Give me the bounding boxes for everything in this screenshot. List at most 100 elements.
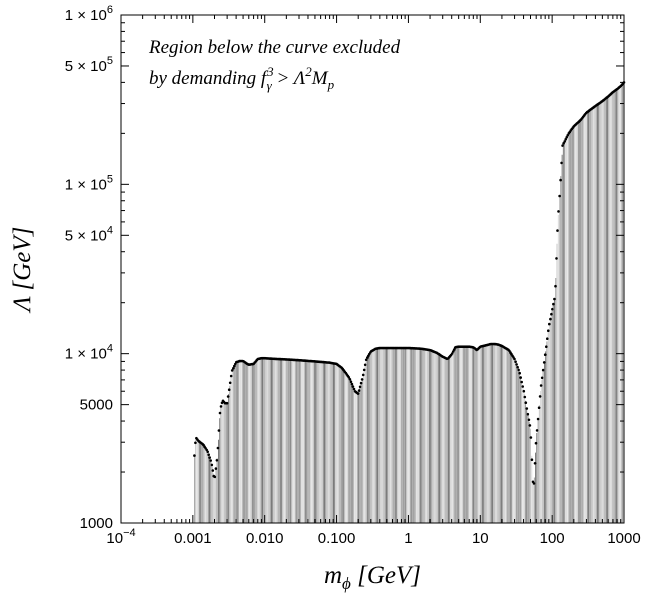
data-point	[233, 364, 236, 368]
data-point	[352, 387, 356, 391]
data-point	[194, 441, 197, 445]
annotation-mid: > Λ	[272, 68, 306, 89]
data-point	[546, 337, 549, 341]
annotation-sub-1: γ	[267, 78, 273, 93]
x-axis-title-main: m	[324, 562, 342, 589]
data-point	[226, 395, 230, 398]
data-point	[562, 142, 565, 145]
data-point	[356, 392, 360, 395]
x-tick-label: 0.010	[246, 530, 284, 547]
x-axis-title: mϕ [GeV]	[324, 562, 421, 593]
annotation-prefix: by demanding f	[149, 68, 269, 89]
y-tick-exp: 5	[107, 173, 113, 185]
data-point	[538, 395, 542, 398]
y-tick-label: 1 × 104	[65, 343, 113, 363]
data-point	[206, 450, 209, 454]
x-axis-title-sub: ϕ	[342, 574, 351, 593]
y-tick-label: 5000	[80, 397, 113, 414]
data-point	[547, 329, 550, 333]
data-point	[526, 412, 530, 416]
data-point	[363, 363, 367, 367]
data-point	[232, 367, 235, 370]
data-point	[514, 360, 517, 364]
data-point	[228, 381, 232, 385]
y-tick-exp: 5	[107, 55, 113, 67]
data-point	[229, 374, 233, 378]
excluded-region-fill	[193, 82, 625, 523]
data-point	[350, 382, 354, 386]
data-point	[360, 378, 364, 381]
data-point	[530, 458, 534, 462]
annotation-sub-2: p	[327, 77, 335, 92]
y-tick-label: 5 × 105	[65, 55, 113, 75]
data-point	[564, 138, 567, 141]
x-tick-label: 10	[472, 530, 489, 547]
y-tick-mant: 1 × 10	[65, 176, 107, 193]
annotation-line-2: by demanding f3 γ > Λ2Mp	[149, 64, 335, 93]
axis-ticks	[120, 14, 625, 524]
data-point	[533, 462, 537, 465]
curve-points	[193, 81, 626, 485]
data-point	[525, 407, 529, 410]
data-point	[516, 365, 519, 369]
data-point	[550, 312, 553, 316]
data-point	[217, 429, 221, 432]
data-point	[357, 389, 361, 392]
data-point	[347, 376, 351, 379]
data-point	[208, 456, 211, 459]
data-point	[556, 229, 559, 232]
data-point	[213, 475, 217, 479]
data-point	[539, 384, 543, 387]
data-point	[210, 463, 214, 467]
plot-frame	[120, 14, 625, 524]
x-tick-label: 10−4	[106, 527, 135, 547]
data-point	[532, 482, 536, 485]
y-tick-mant: 5 × 10	[65, 227, 107, 244]
data-point	[558, 194, 561, 198]
data-point	[534, 441, 538, 445]
data-point	[553, 297, 556, 301]
x-axis-title-unit: [GeV]	[351, 562, 421, 589]
data-point	[361, 373, 365, 377]
annotation-sup-1: 3	[266, 64, 274, 79]
data-point	[524, 401, 528, 405]
annotation-M: M	[311, 68, 329, 89]
data-point	[535, 429, 539, 432]
x-tick-label: 100	[540, 530, 565, 547]
data-point	[351, 385, 355, 388]
x-tick-label: 1	[404, 530, 412, 547]
y-tick-exp: 4	[107, 224, 113, 236]
data-point	[348, 378, 352, 381]
data-point	[551, 307, 554, 311]
data-point	[528, 424, 532, 427]
data-point	[549, 317, 552, 321]
data-point	[214, 467, 218, 470]
data-point	[216, 446, 220, 450]
y-tick-label: 5 × 104	[65, 224, 113, 244]
data-point	[566, 134, 569, 137]
data-point	[563, 140, 566, 143]
annotation-sup-2: 2	[305, 64, 312, 79]
data-point	[565, 136, 568, 139]
y-tick-label: 1 × 106	[65, 4, 113, 24]
data-point	[555, 257, 558, 260]
data-point	[557, 210, 560, 213]
data-point	[193, 454, 196, 457]
data-point	[548, 322, 551, 326]
y-tick-label: 1000	[80, 515, 113, 532]
data-point	[358, 385, 362, 389]
data-point	[545, 345, 548, 349]
y-tick-exp: 6	[107, 4, 113, 16]
data-point	[513, 357, 516, 361]
x-tick-label: 0.100	[318, 530, 356, 547]
data-point	[561, 144, 564, 147]
data-point	[452, 348, 456, 351]
y-tick-mant: 1 × 10	[65, 7, 107, 24]
data-point	[219, 405, 223, 408]
data-point	[521, 385, 524, 388]
data-point	[522, 389, 526, 393]
data-point	[518, 371, 521, 375]
data-point	[215, 459, 219, 462]
data-point	[450, 352, 454, 355]
